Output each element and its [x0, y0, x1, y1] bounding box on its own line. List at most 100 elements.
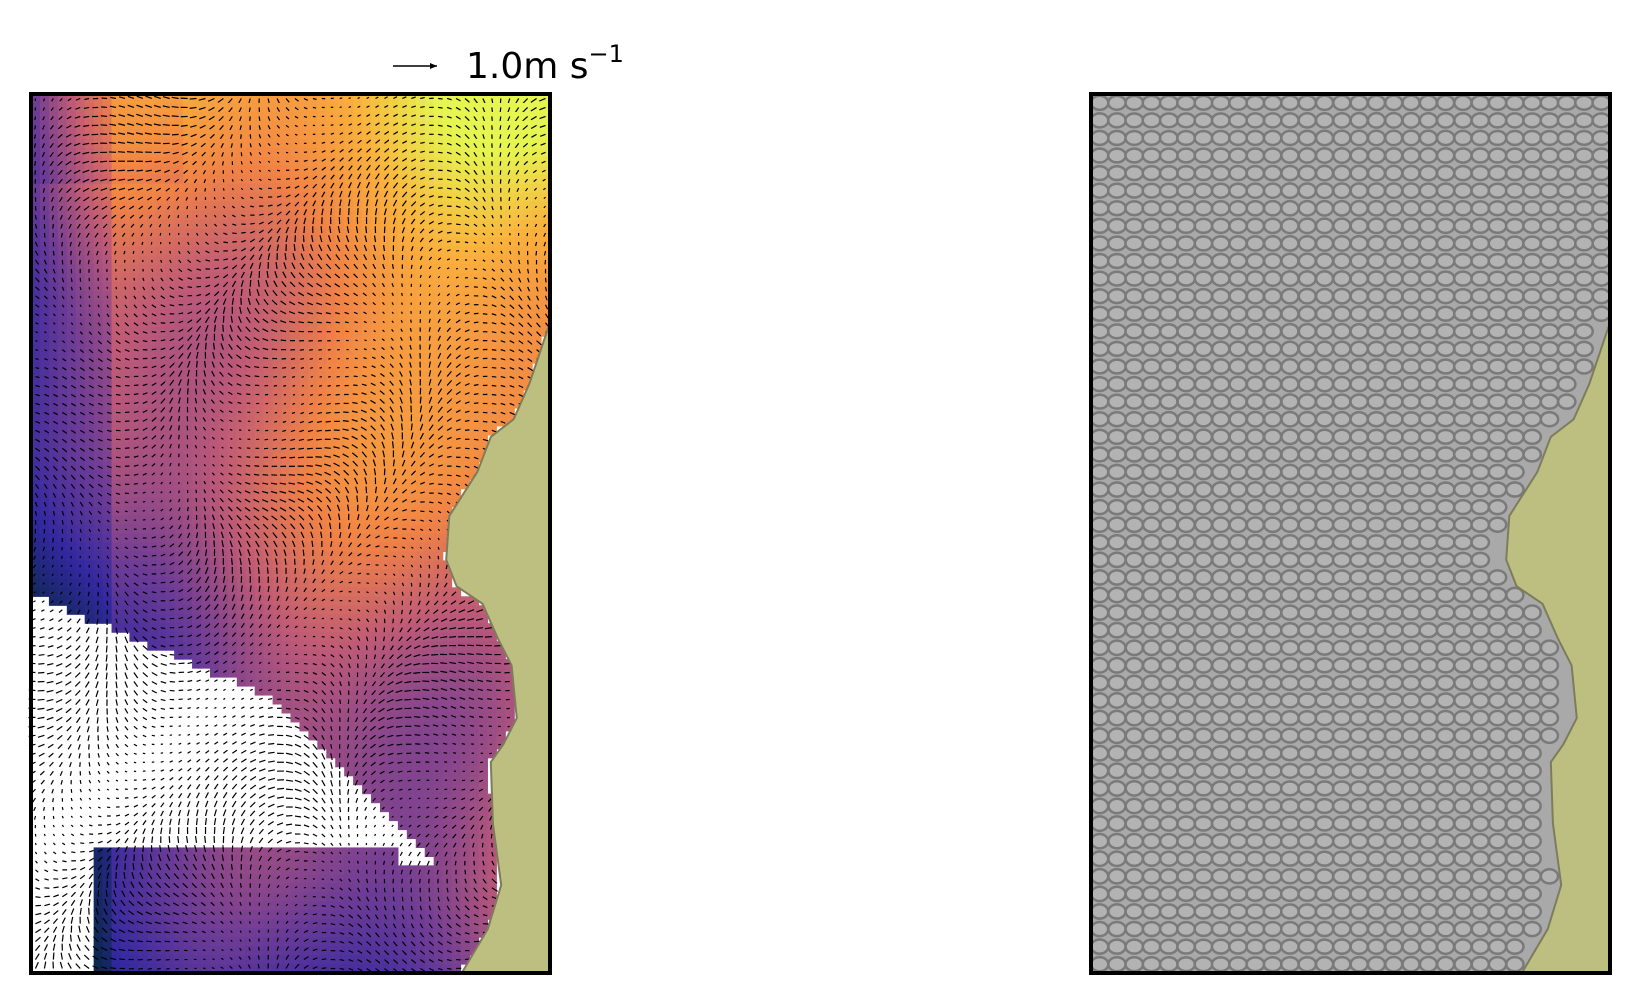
field-cell: [120, 129, 131, 140]
field-cell: [138, 111, 148, 122]
field-cell: [218, 94, 229, 104]
velocity-arrow: [273, 429, 278, 432]
field-cell: [317, 237, 327, 248]
field-cell: [397, 372, 408, 382]
velocity-arrow: [365, 226, 368, 234]
velocity-arrow: [402, 105, 408, 109]
field-cell: [192, 94, 202, 104]
field-cell: [218, 470, 229, 481]
velocity-arrow: [383, 244, 386, 252]
velocity-arrow: [190, 142, 197, 147]
velocity-arrow: [153, 132, 161, 135]
field-cell: [236, 461, 247, 472]
velocity-arrow: [464, 294, 470, 297]
velocity-arrow: [240, 134, 242, 140]
field-cell: [156, 434, 166, 445]
velocity-arrow: [301, 375, 305, 378]
velocity-arrow: [455, 223, 461, 226]
velocity-arrow: [267, 142, 271, 147]
velocity-arrow: [271, 348, 278, 351]
field-cell: [379, 452, 390, 463]
velocity-arrow: [446, 231, 452, 234]
velocity-arrow: [411, 114, 417, 117]
field-cell: [523, 129, 533, 140]
velocity-arrow: [42, 98, 45, 102]
field-cell: [165, 461, 175, 472]
velocity-arrow: [73, 142, 81, 147]
field-cell: [344, 363, 354, 373]
velocity-arrow: [162, 96, 170, 100]
field-cell: [299, 372, 309, 382]
field-cell: [353, 291, 363, 301]
field-cell: [362, 479, 372, 490]
velocity-arrow: [274, 420, 278, 423]
field-cell: [201, 102, 211, 113]
field-cell: [353, 381, 363, 391]
velocity-arrow: [348, 140, 353, 144]
field-cell: [290, 398, 301, 409]
field-cell: [75, 94, 86, 104]
field-cell: [317, 389, 327, 400]
field-cell: [371, 398, 381, 409]
velocity-arrow: [145, 104, 152, 109]
velocity-arrow: [42, 116, 45, 121]
velocity-arrow: [400, 311, 403, 314]
field-cell: [156, 416, 166, 427]
field-cell: [299, 210, 309, 221]
field-cell: [183, 452, 193, 463]
field-cell: [192, 102, 202, 113]
field-cell: [183, 354, 193, 364]
velocity-arrow: [238, 438, 242, 440]
field-cell: [371, 246, 381, 257]
velocity-arrow: [402, 122, 408, 126]
field-cell: [397, 345, 408, 355]
field-cell: [379, 363, 390, 373]
velocity-arrow: [49, 125, 54, 130]
field-cell: [379, 273, 390, 283]
velocity-arrow: [293, 244, 296, 252]
field-cell: [397, 228, 408, 239]
velocity-arrow: [366, 131, 371, 135]
velocity-arrow: [392, 254, 395, 260]
velocity-arrow: [66, 115, 72, 120]
velocity-arrow: [526, 214, 529, 218]
field-cell: [102, 129, 113, 140]
velocity-arrow: [181, 133, 188, 137]
velocity-arrow: [58, 115, 63, 121]
field-cell: [317, 183, 327, 194]
field-cell: [308, 300, 318, 310]
velocity-arrow: [49, 133, 54, 139]
field-cell: [165, 416, 175, 427]
field-cell: [183, 345, 193, 355]
velocity-arrow: [292, 402, 296, 405]
field-cell: [138, 102, 148, 113]
velocity-arrow: [154, 95, 161, 100]
field-cell: [388, 327, 399, 337]
velocity-arrow: [473, 98, 479, 105]
velocity-arrow: [136, 95, 144, 100]
velocity-arrow: [74, 133, 81, 137]
field-cell: [183, 138, 193, 149]
field-cell: [388, 416, 399, 427]
field-cell: [424, 291, 435, 301]
field-cell: [299, 381, 309, 391]
field-cell: [290, 264, 301, 274]
field-cell: [227, 479, 238, 490]
field-cell: [66, 165, 77, 176]
field-cell: [317, 381, 327, 391]
field-cell: [209, 381, 220, 391]
velocity-arrow: [118, 96, 126, 100]
field-cell: [218, 102, 229, 113]
field-cell: [84, 138, 95, 149]
velocity-arrow: [319, 366, 322, 369]
field-cell: [138, 120, 148, 131]
velocity-arrow: [67, 97, 72, 102]
field-cell: [532, 94, 542, 104]
velocity-arrow: [177, 214, 180, 219]
field-cell: [308, 363, 318, 373]
velocity-arrow: [136, 113, 144, 117]
field-cell: [433, 273, 444, 283]
field-cell: [433, 363, 444, 373]
field-cell: [209, 345, 220, 355]
field-cell: [353, 174, 363, 185]
